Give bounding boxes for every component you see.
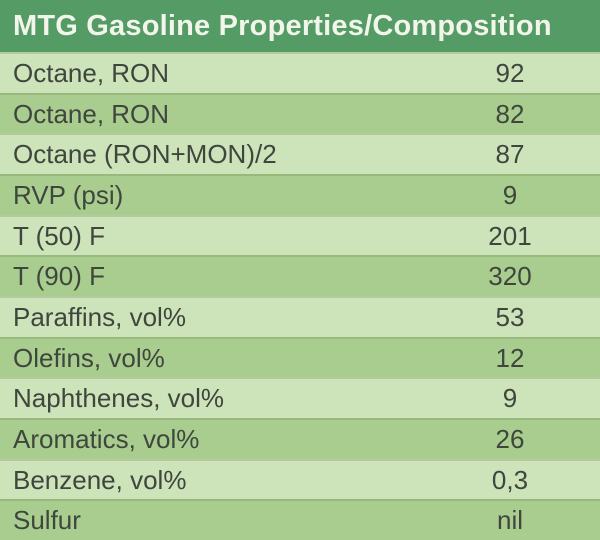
row-label: T (90) F — [13, 261, 105, 292]
table-row: Sulfur nil — [0, 499, 600, 540]
row-label: Sulfur — [13, 505, 81, 536]
table-row: Octane, RON 82 — [0, 92, 600, 134]
row-value: 26 — [495, 423, 525, 454]
row-value: 87 — [495, 139, 525, 170]
row-value: 9 — [502, 179, 518, 210]
table-row: Octane, RON 92 — [0, 52, 600, 93]
row-label: Aromatics, vol% — [13, 423, 200, 454]
table-row: Aromatics, vol% 26 — [0, 418, 600, 459]
row-label: Paraffins, vol% — [13, 301, 186, 332]
row-value: 82 — [495, 98, 525, 129]
row-value: nil — [496, 505, 523, 536]
row-value: 201 — [488, 220, 532, 251]
row-label: Naphthenes, vol% — [13, 383, 225, 414]
row-value: 12 — [495, 342, 525, 373]
row-label: Octane (RON+MON)/2 — [13, 139, 277, 170]
table-row: Naphthenes, vol% 9 — [0, 377, 600, 419]
row-value: 53 — [495, 301, 525, 332]
table-row: T (50) F 201 — [0, 214, 600, 256]
row-label: Olefins, vol% — [13, 342, 165, 373]
row-label: Octane, RON — [13, 98, 170, 129]
row-value: 92 — [495, 57, 525, 88]
table-row: Octane (RON+MON)/2 87 — [0, 133, 600, 175]
row-label: Octane, RON — [13, 57, 170, 88]
table-row: Paraffins, vol% 53 — [0, 296, 600, 337]
table-body: Octane, RON 92 Octane, RON 82 Octane (RO… — [0, 52, 600, 540]
table-row: RVP (psi) 9 — [0, 174, 600, 215]
row-label: Benzene, vol% — [13, 464, 187, 495]
row-value: 0,3 — [491, 464, 529, 495]
table-row: Benzene, vol% 0,3 — [0, 458, 600, 500]
row-label: RVP (psi) — [13, 179, 124, 210]
row-value: 320 — [488, 261, 532, 292]
row-label: T (50) F — [13, 220, 105, 251]
table-title: MTG Gasoline Properties/Composition — [0, 0, 600, 52]
table-row: Olefins, vol% 12 — [0, 336, 600, 378]
row-value: 9 — [502, 383, 518, 414]
table-row: T (90) F 320 — [0, 255, 600, 297]
